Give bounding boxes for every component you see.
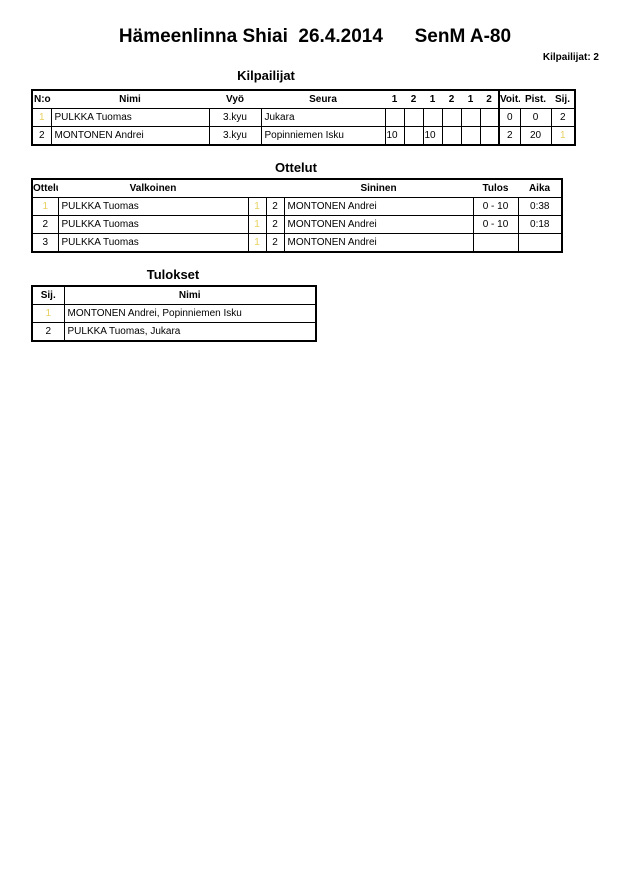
match-number: 3: [31, 233, 59, 253]
belt: 3.kyu: [208, 108, 262, 127]
score: [422, 108, 443, 127]
col-header: Vyö: [209, 90, 261, 109]
name: PULKKA Tuomas: [50, 108, 210, 127]
header-row: N:o Nimi Vyö Seura 1 2 1 2 1 2 Voit. Pis…: [32, 90, 575, 109]
competitors-caption: Kilpailijat: [237, 68, 295, 83]
name: MONTONEN Andrei, Popinniemen Isku: [63, 304, 317, 323]
score: [479, 126, 500, 146]
col-header: Valkoinen: [58, 179, 248, 198]
score: [479, 108, 500, 127]
results-caption: Tulokset: [146, 267, 200, 282]
points: 0: [519, 108, 552, 127]
belt: 3.kyu: [208, 126, 262, 146]
place: 2: [550, 108, 576, 127]
col-header: Pist.: [520, 90, 551, 109]
number: 2: [31, 126, 52, 146]
table-row: 1 PULKKA Tuomas 3.kyu Jukara 0 0 2: [31, 108, 576, 127]
col-header: Nimi: [51, 90, 209, 109]
white-name: PULKKA Tuomas: [57, 197, 249, 216]
match-number: 2: [31, 215, 59, 234]
score: 10: [384, 126, 405, 146]
col-header: 2: [442, 90, 461, 109]
place: 1: [31, 304, 65, 323]
table-row: 2 MONTONEN Andrei 3.kyu Popinniemen Isku…: [31, 126, 576, 146]
wins: 2: [498, 126, 521, 146]
col-header: Nimi: [63, 286, 316, 305]
white-number: 1: [247, 215, 267, 234]
blue-number: 2: [265, 197, 285, 216]
score: [460, 108, 481, 127]
white-name: PULKKA Tuomas: [57, 215, 249, 234]
col-header: 1: [461, 90, 480, 109]
col-header: 2: [480, 90, 499, 109]
club: Popinniemen Isku: [260, 126, 386, 146]
score: [403, 126, 424, 146]
table-row: 2 PULKKA Tuomas 1 2 MONTONEN Andrei 0 - …: [31, 215, 563, 234]
result: 0 - 10: [472, 197, 519, 216]
col-header: Voit.: [498, 90, 520, 109]
table-row: 3 PULKKA Tuomas 1 2 MONTONEN Andrei: [31, 233, 563, 253]
blue-number: 2: [265, 215, 285, 234]
page-title: Hämeenlinna Shiai 26.4.2014 SenM A-80: [118, 26, 512, 47]
col-header: 1: [423, 90, 442, 109]
competitors-table: N:o Nimi Vyö Seura 1 2 1 2 1 2 Voit. Pis…: [31, 89, 576, 146]
time: 0:38: [517, 197, 563, 216]
col-header: Sij.: [551, 90, 575, 109]
matches-caption: Ottelut: [275, 160, 317, 175]
points: 20: [519, 126, 552, 146]
matches-table: Ottelu Valkoinen Sininen Tulos Aika 1 PU…: [31, 178, 563, 253]
col-header: Sij.: [32, 286, 64, 305]
col-header: Sininen: [284, 179, 473, 198]
header-row: Ottelu Valkoinen Sininen Tulos Aika: [32, 179, 562, 198]
result: 0 - 10: [472, 215, 519, 234]
blue-number: 2: [265, 233, 285, 253]
blue-name: MONTONEN Andrei: [283, 233, 474, 253]
white-name: PULKKA Tuomas: [57, 233, 249, 253]
time: 0:18: [517, 215, 563, 234]
blue-name: MONTONEN Andrei: [283, 197, 474, 216]
number: 1: [31, 108, 52, 127]
header-row: Sij. Nimi: [32, 286, 316, 305]
club: Jukara: [260, 108, 386, 127]
place: 2: [31, 322, 65, 342]
name: PULKKA Tuomas, Jukara: [63, 322, 317, 342]
score: 10: [422, 126, 443, 146]
competitor-count: Kilpailijat: 2: [542, 52, 599, 63]
white-number: 1: [247, 233, 267, 253]
results-table: Sij. Nimi 1 MONTONEN Andrei, Popinniemen…: [31, 285, 317, 342]
result: [472, 233, 519, 253]
time: [517, 233, 563, 253]
white-number: 1: [247, 197, 267, 216]
name: MONTONEN Andrei: [50, 126, 210, 146]
col-header: Seura: [261, 90, 385, 109]
table-row: 1 PULKKA Tuomas 1 2 MONTONEN Andrei 0 - …: [31, 197, 563, 216]
blue-name: MONTONEN Andrei: [283, 215, 474, 234]
table-row: 2 PULKKA Tuomas, Jukara: [31, 322, 317, 342]
score: [384, 108, 405, 127]
col-header: Aika: [518, 179, 562, 198]
match-number: 1: [31, 197, 59, 216]
score: [403, 108, 424, 127]
col-header: Ottelu: [32, 179, 58, 198]
col-header: 2: [404, 90, 423, 109]
table-row: 1 MONTONEN Andrei, Popinniemen Isku: [31, 304, 317, 323]
score: [441, 108, 462, 127]
place: 1: [550, 126, 576, 146]
score: [460, 126, 481, 146]
wins: 0: [498, 108, 521, 127]
col-header: Tulos: [473, 179, 518, 198]
col-header: N:o: [32, 90, 51, 109]
col-header: 1: [385, 90, 404, 109]
score: [441, 126, 462, 146]
